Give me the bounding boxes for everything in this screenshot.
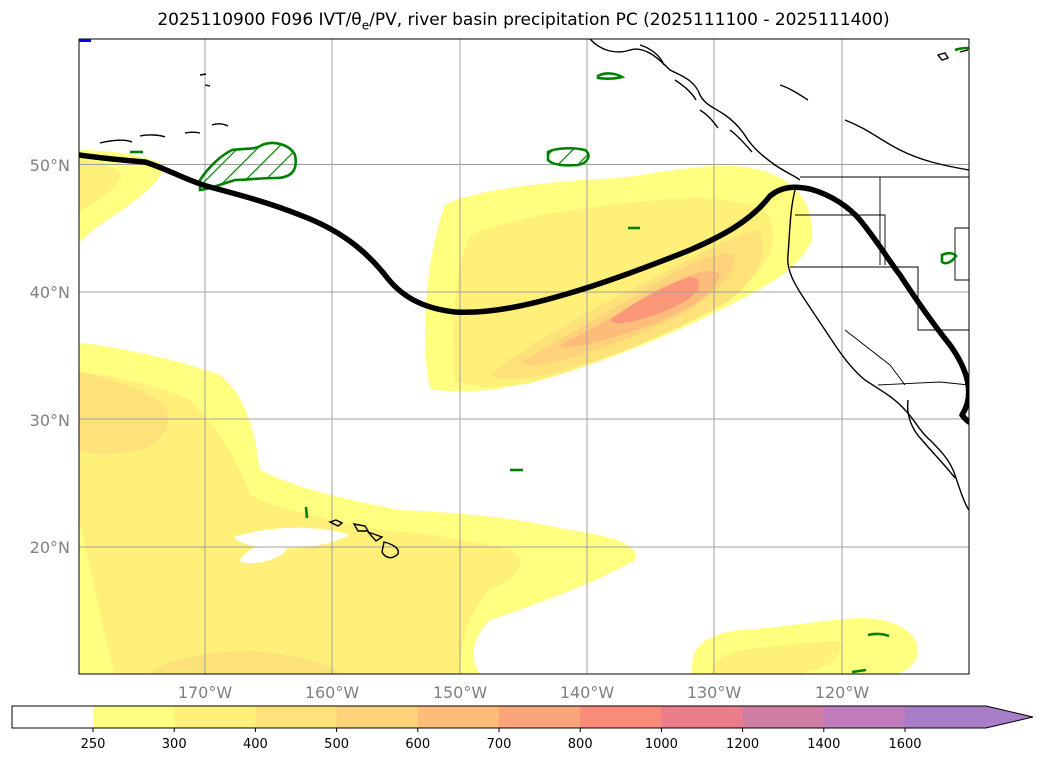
lon-label-170w: 170°W (178, 683, 233, 702)
colorbar-segment (580, 706, 662, 728)
colorbar-segment (255, 706, 338, 728)
pv-contour (79, 152, 969, 425)
lat-label-50: 50°N (30, 156, 70, 175)
coastlines (99, 39, 969, 559)
lon-label-140w: 140°W (560, 683, 615, 702)
colorbar-segment (499, 706, 581, 728)
colorbar-segment (336, 706, 419, 728)
colorbar-tick-label: 300 (162, 737, 187, 752)
ivt-northwest-region (79, 150, 165, 243)
colorbar-outline (11, 705, 1034, 729)
colorbar-ticks: 250 300 400 500 600 700 800 1000 1200 1400 1600 (81, 728, 922, 752)
lat-label-20: 20°N (30, 538, 70, 557)
colorbar-tick-label: 400 (243, 737, 268, 752)
ivt-southeast-region (691, 618, 919, 674)
colorbar-tick-label: 1200 (726, 737, 759, 752)
longitude-labels: 170°W 160°W 150°W 140°W 130°W 120°W (178, 683, 870, 702)
colorbar: 250 300 400 500 600 700 800 1000 1200 1400 1600 (11, 705, 1034, 752)
map-corner-marker (79, 39, 91, 42)
lat-label-30: 30°N (30, 411, 70, 430)
colorbar-segment (742, 706, 825, 728)
lat-label-40: 40°N (30, 283, 70, 302)
colorbar-tick-label: 1400 (807, 737, 840, 752)
map-frame (78, 38, 970, 675)
lon-label-160w: 160°W (305, 683, 360, 702)
colorbar-tick-label: 250 (81, 737, 106, 752)
lon-label-130w: 130°W (687, 683, 742, 702)
ivt-atmospheric-river (425, 165, 813, 392)
colorbar-tick-label: 1000 (645, 737, 678, 752)
ivt-southwest-region (79, 343, 636, 674)
colorbar-segment (93, 706, 175, 728)
colorbar-tick-label: 600 (405, 737, 430, 752)
lon-label-150w: 150°W (433, 683, 488, 702)
colorbar-segment (417, 706, 500, 728)
graticule (79, 39, 969, 674)
colorbar-segment (905, 706, 1033, 728)
colorbar-tick-label: 800 (568, 737, 593, 752)
colorbar-tick-label: 500 (324, 737, 349, 752)
colorbar-tick-label: 700 (487, 737, 512, 752)
map-panel (79, 39, 969, 674)
colorbar-tick-label: 1600 (888, 737, 921, 752)
lon-label-120w: 120°W (815, 683, 870, 702)
colorbar-segment (823, 706, 906, 728)
colorbar-segment (174, 706, 256, 728)
colorbar-under-segment (12, 706, 93, 728)
colorbar-segments (93, 706, 1033, 728)
colorbar-segment (661, 706, 744, 728)
figure-title: 2025110900 F096 IVT/θe/PV, river basin p… (157, 10, 890, 33)
precip-outlines (130, 46, 969, 674)
latitude-labels: 50°N 40°N 30°N 20°N (30, 156, 70, 557)
